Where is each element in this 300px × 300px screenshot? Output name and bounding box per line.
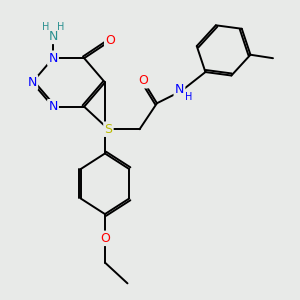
Text: N: N	[48, 30, 58, 43]
Text: H: H	[185, 92, 193, 102]
Text: N: N	[28, 76, 37, 89]
Text: H: H	[42, 22, 49, 32]
Text: S: S	[104, 123, 112, 136]
Text: H: H	[57, 22, 64, 32]
Text: O: O	[105, 34, 115, 47]
Text: O: O	[100, 232, 110, 245]
Text: N: N	[48, 100, 58, 113]
Text: N: N	[175, 83, 184, 96]
Text: N: N	[48, 52, 58, 65]
Text: O: O	[138, 74, 148, 87]
